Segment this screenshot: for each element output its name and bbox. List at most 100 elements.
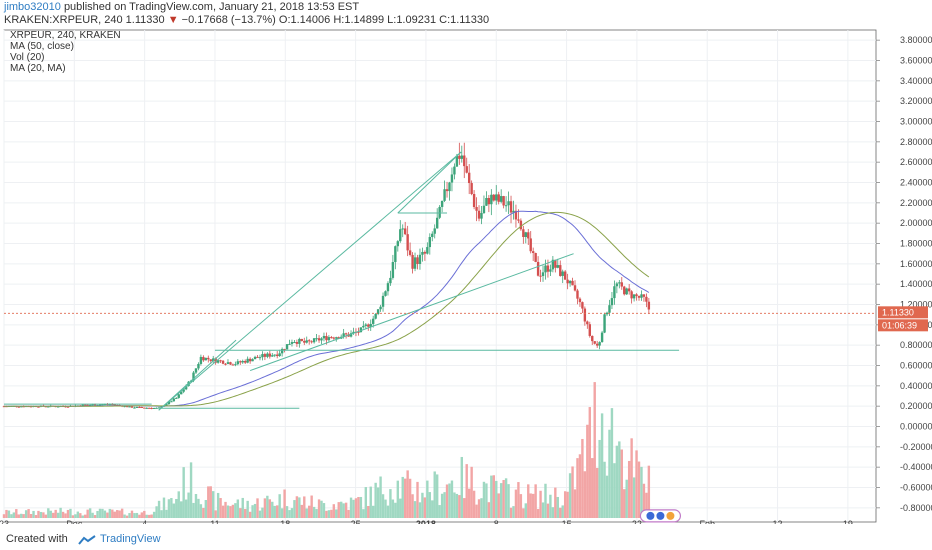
candle-body: [244, 361, 247, 363]
candle-body: [202, 356, 205, 361]
volume-bar: [273, 505, 276, 518]
volume-bar: [485, 483, 488, 518]
volume-bar: [561, 505, 564, 518]
volume-bar: [514, 489, 518, 518]
volume-bar: [502, 480, 505, 518]
candle-body: [509, 201, 513, 213]
volume-bar: [463, 498, 466, 518]
volume-bar: [354, 498, 358, 518]
candle-body: [285, 344, 289, 350]
candle-body: [199, 356, 203, 364]
candle-body: [322, 335, 326, 339]
volume-bar: [256, 498, 259, 518]
legend-ma50[interactable]: MA (50, close): [10, 41, 74, 52]
volume-bar: [563, 491, 567, 518]
candle-body: [226, 362, 230, 364]
candle-body: [369, 323, 372, 327]
volume-bar: [495, 480, 498, 518]
chart-header: jimbo32010 published on TradingView.com,…: [0, 0, 932, 28]
volume-bar: [56, 512, 60, 518]
volume-bar: [293, 500, 296, 518]
indicator-legend: XRPEUR, 240, KRAKEN MA (50, close) Vol (…: [10, 30, 121, 74]
candle-body: [20, 406, 23, 408]
candle-body: [332, 337, 336, 339]
candle-body: [268, 353, 272, 357]
tradingview-brand[interactable]: TradingView: [100, 533, 161, 545]
candle-body: [273, 354, 276, 356]
candle-body: [86, 404, 89, 406]
volume-bar: [47, 508, 50, 518]
volume-bar: [24, 510, 28, 518]
volume-bar: [79, 513, 82, 518]
candle-body: [448, 182, 451, 192]
candle-body: [524, 232, 527, 237]
volume-bar: [371, 505, 375, 518]
x-tick-label: 22: [632, 519, 642, 524]
candle-body: [138, 406, 141, 408]
volume-bar: [111, 509, 114, 518]
volume-bar: [315, 509, 318, 518]
candle-body: [376, 309, 380, 315]
legend-ma20[interactable]: MA (20, MA): [10, 63, 66, 74]
down-arrow-icon: ▼: [167, 14, 179, 26]
candle-body: [165, 404, 168, 406]
volume-bar: [605, 475, 609, 518]
volume-bar: [435, 474, 439, 518]
last-price-label: 1.11330: [882, 307, 914, 317]
candle-body: [502, 196, 505, 206]
candle-body: [236, 361, 240, 365]
volume-bar: [492, 475, 495, 518]
candle-body: [143, 407, 146, 409]
candle-body: [167, 401, 171, 405]
candle-body: [627, 288, 631, 292]
y-tick-label: 0.80000: [900, 340, 932, 350]
candle-body: [421, 251, 424, 255]
candle-body: [536, 261, 540, 276]
volume-bar: [637, 461, 641, 518]
candle-body: [66, 406, 70, 408]
candle-body: [212, 358, 215, 362]
candle-body: [209, 359, 212, 362]
username-link[interactable]: jimbo32010: [4, 1, 61, 13]
candle-body: [271, 355, 274, 357]
volume-bar: [347, 509, 350, 518]
volume-bar: [399, 498, 402, 518]
volume-bar: [549, 494, 552, 518]
candle-body: [128, 406, 131, 408]
candle-body: [133, 407, 136, 409]
volume-bar: [403, 478, 407, 518]
volume-bar: [458, 495, 461, 518]
volume-bar: [219, 498, 222, 518]
x-tick-label: 15: [562, 519, 572, 524]
price-chart[interactable]: 3.80000 3.60000 3.40000 3.20000 3.00000 2.800…: [0, 28, 932, 529]
candle-body: [418, 254, 422, 264]
volume-bar: [224, 501, 227, 518]
candle-body: [276, 354, 279, 357]
volume-bar: [69, 508, 72, 518]
volume-bar: [627, 460, 631, 518]
volume-bar: [613, 463, 616, 518]
volume-bar: [118, 510, 121, 518]
volume-bar: [258, 510, 262, 518]
volume-bar: [133, 513, 136, 518]
candle-body: [573, 285, 577, 291]
candle-body: [37, 406, 40, 408]
candle-body: [170, 401, 173, 403]
candle-body: [571, 280, 574, 286]
candle-body: [403, 228, 407, 235]
volume-bar: [591, 458, 594, 518]
candle-body: [261, 354, 264, 358]
candle-body: [534, 252, 537, 262]
chart-svg[interactable]: 3.80000 3.60000 3.40000 3.20000 3.00000 2.800…: [0, 28, 932, 529]
volume-bar: [455, 493, 459, 518]
candle-body: [283, 348, 286, 350]
legend-volume[interactable]: Vol (20): [10, 52, 45, 63]
candle-body: [359, 327, 363, 333]
candle-body: [394, 246, 397, 263]
candle-body: [364, 324, 368, 326]
candle-body: [248, 358, 252, 362]
volume-bar: [411, 494, 414, 518]
candle-body: [514, 210, 518, 220]
candle-body: [29, 406, 33, 408]
volume-bar: [312, 506, 316, 518]
